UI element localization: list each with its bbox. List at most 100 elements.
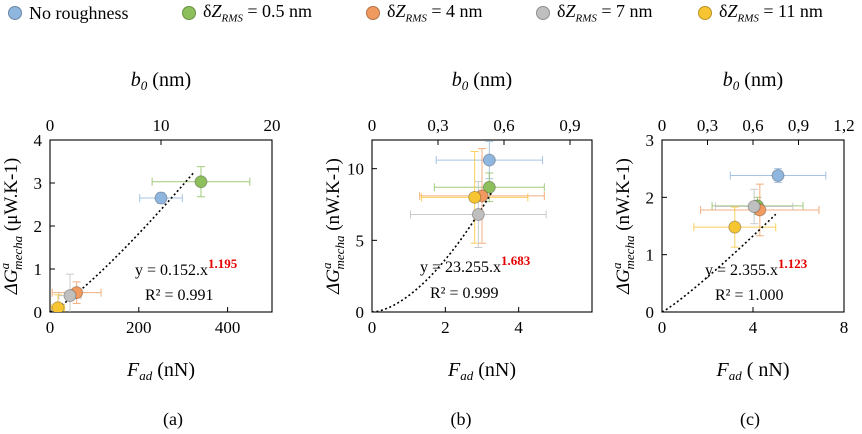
x2-title-var: b [452, 69, 462, 91]
equation-text: y = 0.152.x [135, 262, 208, 279]
y-tick-label: 10 [347, 160, 364, 179]
x-tick-label: 0 [658, 318, 667, 337]
y-tick-label: 3 [34, 174, 43, 193]
r-squared: R² = 1.000 [715, 287, 784, 304]
x-tick-label: 8 [840, 318, 849, 337]
data-point [194, 175, 208, 189]
x-title-sub: ad [729, 368, 743, 383]
y-title-sub: mecha [622, 235, 637, 269]
x2-title-var: b [723, 69, 733, 91]
fit-curve [372, 192, 492, 312]
legend-marker [536, 6, 550, 20]
x2-title-sub: 0 [462, 78, 469, 93]
x2-tick-label: 0 [368, 116, 377, 135]
fit-curve [50, 171, 195, 312]
x2-tick-label: 0 [46, 116, 55, 135]
y-tick-label: 3 [646, 131, 655, 150]
data-point [771, 169, 785, 183]
y-tick-label: 1 [646, 246, 655, 265]
y-title-unit: (μW.K-1) [1, 158, 22, 236]
x-title-unit: (nN) [152, 359, 195, 381]
y-title-var: ΔG [1, 269, 22, 295]
fit-equation: y = 0.152.x1.195 [135, 256, 238, 279]
legend-label: δZRMS = 11 nm [719, 1, 823, 25]
data-point [154, 191, 168, 205]
legend-item-no-roughness: No roughness [8, 2, 129, 24]
equation-text: y = 23.255.x [420, 259, 501, 276]
fit-equation: y = 2.355.x1.123 [705, 256, 808, 279]
legend-marker [366, 6, 380, 20]
data-point [471, 208, 485, 222]
legend-marker [698, 6, 712, 20]
x-title-sub: ad [460, 368, 474, 383]
y-tick-label: 2 [646, 188, 655, 207]
panel-label: (a) [163, 409, 183, 430]
y-tick-label: 0 [646, 303, 655, 322]
data-point [468, 190, 482, 204]
equation-text: y = 2.355.x [705, 262, 778, 279]
x-title-var: F [126, 359, 140, 381]
y-title-sup: a [609, 262, 624, 269]
x2-axis-title: b0 (nm) [452, 69, 512, 93]
y-title-sup: a [319, 262, 334, 269]
x-axis-title: Fad (nN) [126, 359, 195, 383]
x2-title-unit: (nm) [739, 69, 783, 91]
x2-tick-label: 0,3 [427, 116, 448, 135]
x2-tick-label: 1,2 [833, 116, 854, 135]
x2-tick-label: 20 [264, 116, 281, 135]
x2-title-var: b [131, 69, 141, 91]
x2-title-unit: (nm) [147, 69, 191, 91]
x-tick-label: 2 [441, 318, 450, 337]
equation-exponent: 1.683 [501, 253, 531, 268]
legend-label: No roughness [29, 2, 129, 23]
x-title-var: F [716, 359, 730, 381]
y-tick-label: 5 [356, 231, 365, 250]
x2-axis-title: b0 (nm) [723, 69, 783, 93]
y-tick-label: 0 [34, 303, 43, 322]
data-layer [50, 166, 251, 312]
y-axis-title: ΔGamecha (nW.K-1) [609, 158, 637, 295]
data-layer [372, 140, 547, 312]
x2-tick-label: 0,6 [742, 116, 763, 135]
x2-tick-label: 10 [153, 116, 170, 135]
legend-label: δZRMS = 0.5 nm [203, 1, 313, 25]
legend-item-11nm: δZRMS = 11 nm [698, 1, 823, 25]
x-title-sub: ad [139, 368, 153, 383]
y-title-sub: mecha [332, 235, 347, 269]
y-axis-title: ΔGamecha (μW.K-1) [0, 158, 25, 295]
data-point [747, 200, 761, 214]
panel-label: (b) [451, 409, 472, 430]
x2-title-sub: 0 [141, 78, 148, 93]
x-tick-label: 0 [368, 318, 377, 337]
y-tick-label: 0 [356, 303, 365, 322]
x2-tick-label: 0,9 [788, 116, 809, 135]
fit-equation: y = 23.255.x1.683 [420, 253, 531, 276]
x2-title-unit: (nm) [468, 69, 512, 91]
x-tick-label: 0 [46, 318, 55, 337]
y-tick-label: 4 [34, 131, 43, 150]
x2-tick-label: 0,6 [493, 116, 514, 135]
data-layer [662, 168, 827, 312]
legend-label: δZRMS = 7 nm [557, 1, 653, 25]
y-title-sup: a [0, 262, 12, 269]
x2-tick-label: 0,9 [559, 116, 580, 135]
y-title-sub: mecha [10, 235, 25, 269]
legend-item-0-5nm: δZRMS = 0.5 nm [182, 1, 313, 25]
x-title-var: F [447, 359, 461, 381]
equation-exponent: 1.123 [778, 256, 808, 271]
y-title-unit: (nW.K-1) [613, 158, 634, 235]
legend-item-7nm: δZRMS = 7 nm [536, 1, 653, 25]
legend-marker [182, 6, 196, 20]
panel-label: (c) [740, 409, 760, 430]
r-squared: R² = 0.999 [430, 285, 499, 302]
data-point [728, 220, 742, 234]
data-point [51, 301, 65, 312]
x2-tick-label: 0,3 [697, 116, 718, 135]
y-title-unit: (nW.K-1) [323, 158, 344, 235]
data-point [482, 153, 496, 167]
x-title-unit: ( nN) [742, 359, 790, 381]
